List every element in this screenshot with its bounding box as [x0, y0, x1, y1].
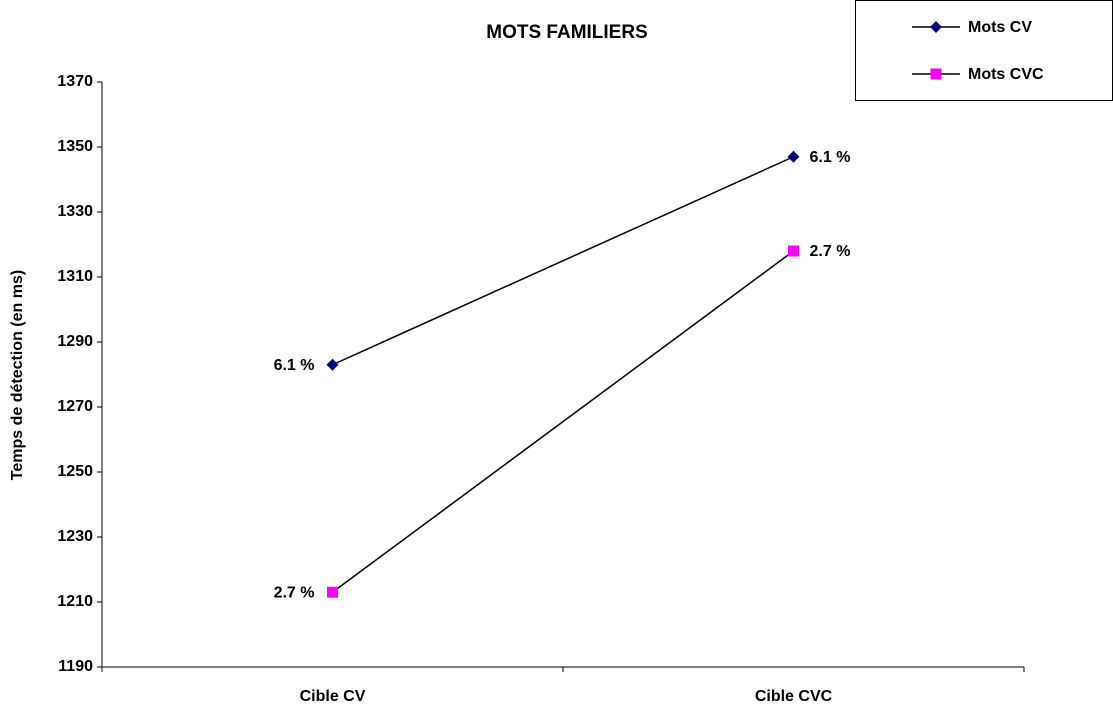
point-annotation: 2.7 % — [274, 584, 315, 601]
chart-title: MOTS FAMILIERS — [486, 22, 648, 43]
y-tick-label: 1310 — [57, 268, 93, 285]
data-point — [326, 358, 339, 371]
y-tick-label: 1190 — [58, 658, 93, 675]
series-line — [332, 156, 794, 366]
legend-label: Mots CV — [968, 19, 1032, 36]
legend-label: Mots CVC — [968, 66, 1044, 83]
x-tick-label: Cible CVC — [755, 688, 833, 705]
point-annotation: 6.1 % — [274, 357, 315, 374]
y-tick-label: 1290 — [57, 333, 93, 350]
legend-marker — [930, 21, 942, 33]
y-tick-label: 1270 — [57, 398, 93, 415]
legend-marker — [930, 68, 942, 80]
series-line — [332, 250, 794, 593]
y-tick-label: 1350 — [57, 138, 93, 155]
data-point — [788, 245, 799, 257]
x-tick-label: Cible CV — [300, 688, 366, 705]
data-point — [787, 150, 800, 163]
legend-box — [855, 0, 1113, 101]
y-tick-label: 1250 — [57, 463, 93, 480]
y-tick-label: 1370 — [57, 73, 93, 90]
data-point — [327, 586, 338, 598]
point-annotation: 6.1 % — [810, 149, 851, 166]
y-tick-label: 1330 — [57, 203, 93, 220]
point-annotation: 2.7 % — [810, 243, 851, 260]
y-tick-label: 1230 — [57, 528, 93, 545]
y-axis-label: Temps de détection (en ms) — [9, 270, 26, 480]
y-tick-label: 1210 — [57, 593, 93, 610]
